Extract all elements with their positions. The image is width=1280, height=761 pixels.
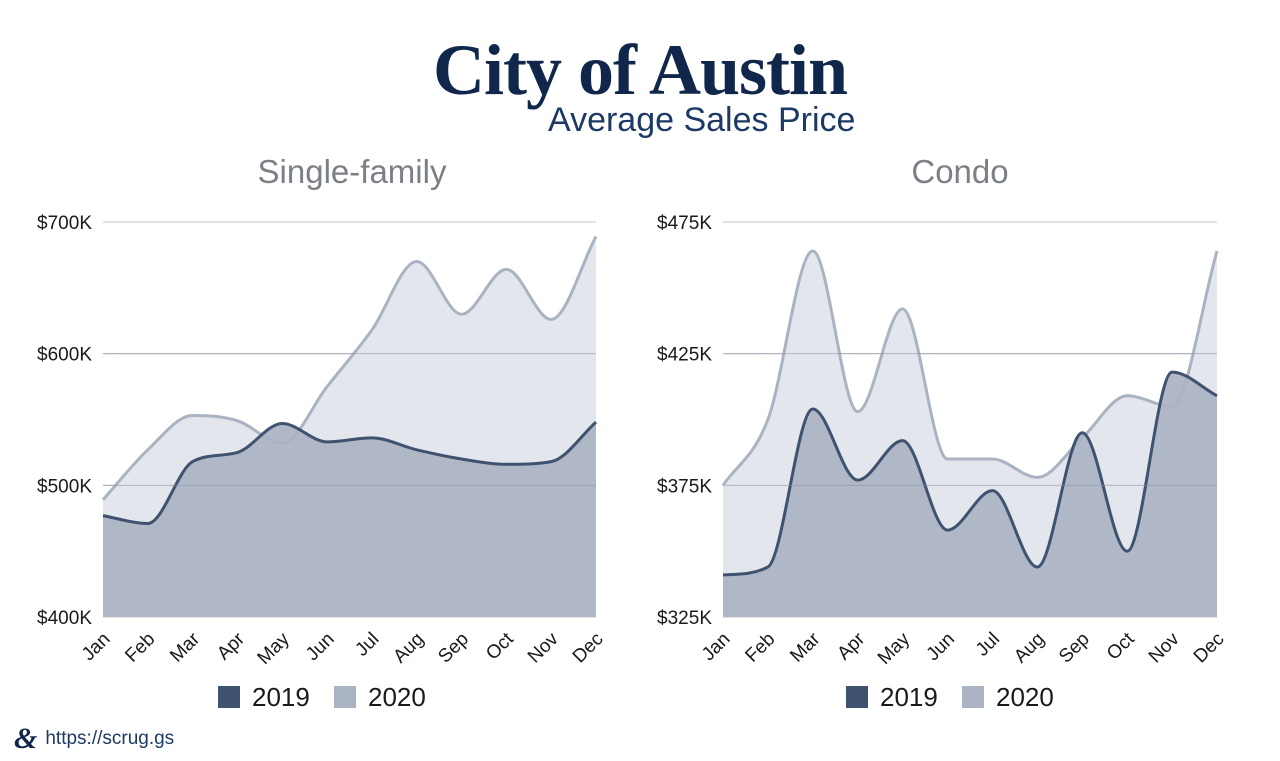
x-tick-label: Apr xyxy=(213,628,249,664)
x-tick-label: Jul xyxy=(972,629,1004,661)
x-tick-label: Aug xyxy=(390,629,429,668)
x-tick-label: Jul xyxy=(351,629,383,661)
x-tick-label: Jan xyxy=(698,629,735,666)
y-tick-label: $400K xyxy=(37,608,92,629)
footer: & https://scrug.gs xyxy=(14,722,174,756)
line-2019 xyxy=(722,370,1218,577)
x-tick-label: Sep xyxy=(434,629,473,668)
legend-label-2020: 2020 xyxy=(368,682,426,712)
x-tick-label: Nov xyxy=(1145,628,1184,667)
chart-title: Condo xyxy=(911,153,1008,190)
x-tick-label: Feb xyxy=(741,629,779,667)
legend-label-2019: 2019 xyxy=(252,682,310,712)
legend-swatch-2019 xyxy=(218,686,240,708)
chart-condo: Condo $325K $375K $425K $475K Jan Feb Mar Apr May… xyxy=(657,153,1228,712)
chart-title: Single-family xyxy=(258,153,447,190)
x-tick-label: Mar xyxy=(786,628,824,666)
legend: 2019 2020 xyxy=(846,682,1054,712)
x-tick-label: Nov xyxy=(524,628,563,667)
x-tick-label: Jun xyxy=(302,629,339,666)
x-tick-label: Jan xyxy=(78,629,115,666)
x-tick-label: Apr xyxy=(833,628,869,664)
line-2020 xyxy=(101,235,598,501)
brand-logo: & xyxy=(14,722,38,755)
x-tick-label: Oct xyxy=(482,628,518,664)
x-tick-label: Oct xyxy=(1103,628,1139,664)
y-tick-label: $325K xyxy=(657,608,712,629)
x-tick-label: May xyxy=(254,628,295,669)
legend: 2019 2020 xyxy=(218,682,426,712)
x-tick-label: Mar xyxy=(166,628,204,666)
x-tick-label: Sep xyxy=(1055,629,1094,668)
line-2019 xyxy=(102,420,597,526)
legend-label-2019: 2019 xyxy=(880,682,938,712)
legend-swatch-2019 xyxy=(846,686,868,708)
x-tick-label: Aug xyxy=(1010,629,1049,668)
area-2019 xyxy=(723,372,1217,617)
legend-label-2020: 2020 xyxy=(996,682,1054,712)
legend-swatch-2020 xyxy=(962,686,984,708)
x-tick-label: Dec xyxy=(569,629,608,668)
y-tick-label: $500K xyxy=(37,476,92,497)
y-tick-label: $425K xyxy=(657,345,712,366)
page-title: City of Austin xyxy=(432,30,848,110)
y-tick-label: $700K xyxy=(37,213,92,234)
legend-swatch-2020 xyxy=(334,686,356,708)
area-2019 xyxy=(103,422,596,617)
x-tick-label: Jun xyxy=(923,629,960,666)
y-tick-label: $475K xyxy=(657,213,712,234)
footer-link[interactable]: https://scrug.gs xyxy=(45,728,175,749)
y-tick-label: $600K xyxy=(37,345,92,366)
y-tick-label: $375K xyxy=(657,476,712,497)
page-subtitle: Average Sales Price xyxy=(548,101,856,139)
x-tick-label: Feb xyxy=(121,629,159,667)
x-tick-label: Dec xyxy=(1190,629,1229,668)
line-2020 xyxy=(721,249,1219,487)
x-tick-label: May xyxy=(874,628,915,669)
